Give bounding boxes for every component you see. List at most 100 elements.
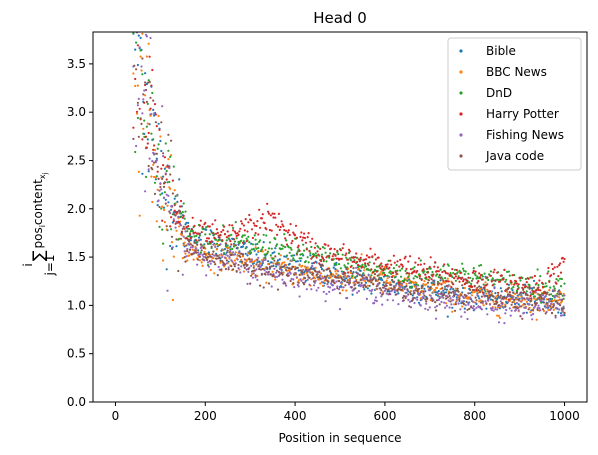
data-point (486, 276, 489, 279)
data-point (237, 267, 240, 270)
data-point (544, 312, 547, 315)
y-axis-label: ∑posicontentxj j=1 i (21, 172, 57, 276)
data-point (181, 257, 184, 260)
data-point (482, 283, 485, 286)
data-point (257, 233, 260, 236)
data-point (393, 276, 396, 279)
data-point (292, 257, 295, 260)
data-point (294, 260, 298, 263)
data-point (385, 265, 388, 268)
data-point (285, 284, 288, 287)
data-point (191, 216, 194, 219)
data-point (415, 283, 418, 286)
data-point (181, 227, 184, 230)
data-point (162, 185, 166, 188)
data-point (364, 284, 367, 287)
data-point (506, 290, 509, 293)
data-point (349, 269, 352, 272)
data-point (507, 286, 510, 289)
data-point (298, 295, 301, 298)
data-point (444, 291, 448, 294)
data-point (363, 274, 366, 277)
data-point (555, 278, 558, 281)
data-point (286, 231, 289, 234)
data-point (193, 241, 196, 244)
data-point (308, 268, 311, 271)
data-point (429, 285, 432, 289)
data-point (467, 272, 470, 275)
data-point (362, 286, 365, 289)
data-point (474, 270, 477, 273)
data-point (212, 243, 215, 246)
data-point (282, 225, 285, 228)
data-point (229, 240, 232, 243)
data-point (302, 243, 305, 246)
data-point (169, 187, 172, 190)
data-point (325, 292, 328, 296)
data-point (423, 280, 426, 283)
data-point (224, 253, 227, 256)
data-point (132, 32, 135, 35)
data-point (453, 309, 457, 312)
data-point (347, 262, 350, 265)
data-point (195, 247, 198, 250)
data-point (400, 280, 403, 283)
data-point (481, 275, 484, 278)
data-point (437, 276, 440, 279)
data-point (561, 294, 564, 297)
data-point (157, 143, 160, 146)
data-point (562, 305, 565, 308)
data-point (132, 137, 135, 140)
data-point (429, 267, 432, 270)
data-point (179, 224, 183, 227)
data-point (375, 270, 378, 273)
data-point (155, 157, 158, 160)
data-point (313, 254, 316, 257)
data-point (153, 114, 156, 117)
data-point (374, 296, 377, 299)
data-point (264, 258, 267, 261)
data-point (396, 269, 399, 272)
data-point (347, 251, 351, 254)
data-point (484, 281, 487, 284)
data-point (417, 257, 421, 260)
data-point (335, 272, 338, 275)
data-point (162, 196, 166, 200)
data-point (245, 240, 248, 243)
data-point (320, 259, 323, 263)
data-point (155, 125, 158, 128)
data-point (360, 284, 363, 287)
data-point (473, 308, 476, 311)
data-point (354, 256, 357, 259)
data-point (315, 289, 318, 292)
data-point (152, 108, 155, 111)
data-point (180, 205, 183, 208)
data-point (324, 300, 327, 303)
data-point (368, 289, 371, 292)
data-point (523, 283, 527, 286)
data-point (435, 317, 438, 320)
data-point (503, 322, 506, 325)
data-point (350, 256, 353, 259)
data-point (489, 298, 492, 301)
data-point (242, 270, 245, 273)
data-point (135, 68, 138, 71)
data-point (400, 285, 403, 288)
data-point (152, 99, 155, 102)
data-point (560, 298, 564, 301)
data-point (247, 268, 250, 271)
data-point (368, 284, 371, 287)
data-point (322, 290, 325, 293)
data-point (247, 235, 250, 238)
data-point (332, 266, 335, 269)
data-point (255, 253, 258, 256)
data-point (147, 131, 150, 135)
data-point (490, 292, 493, 295)
data-point (161, 228, 164, 231)
data-point (175, 238, 178, 241)
data-point (513, 300, 516, 303)
data-point (227, 266, 230, 269)
data-point (288, 262, 291, 265)
data-point (285, 266, 289, 269)
data-point (226, 249, 229, 252)
